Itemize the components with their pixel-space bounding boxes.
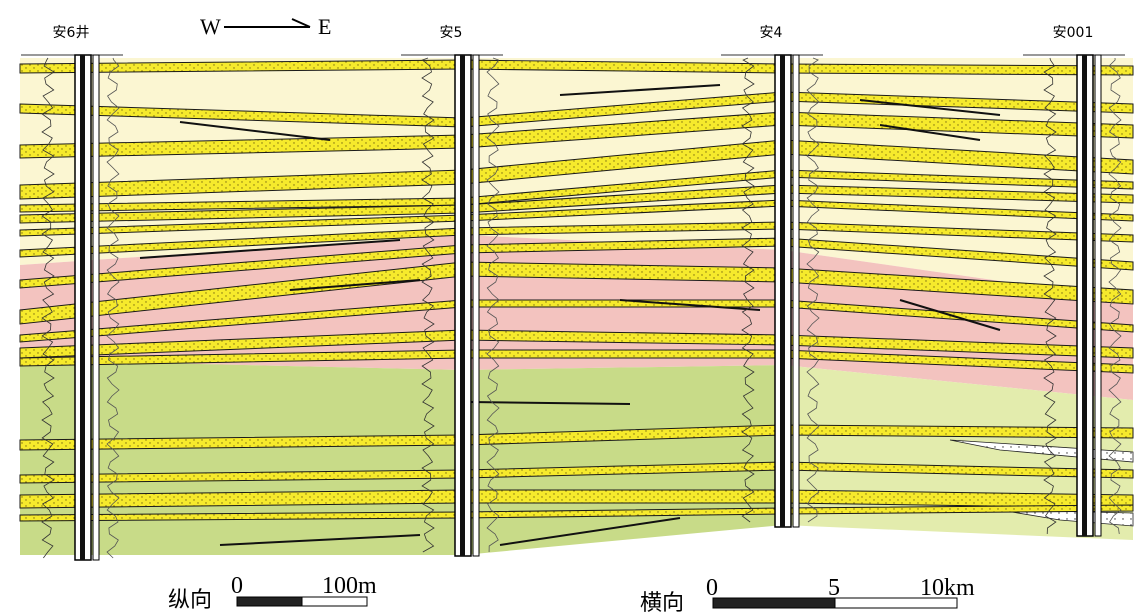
scale-tick: 100m: [322, 573, 377, 599]
well-name: 安001: [1053, 25, 1094, 41]
scale-tick: 10km: [920, 575, 975, 601]
well-column: [1095, 55, 1101, 536]
log-strip: [780, 55, 785, 527]
well-name: 安5: [440, 25, 463, 41]
well-name: 安6井: [53, 25, 90, 41]
well-column: [473, 55, 479, 556]
log-strip: [80, 55, 85, 560]
well-column: [793, 55, 799, 527]
scale-tick: 0: [706, 575, 718, 601]
well-name: 安4: [760, 25, 783, 41]
log-strip: [1082, 55, 1087, 536]
well-column: [93, 55, 99, 560]
scale-bar: [713, 598, 835, 608]
cross-section: 安6井 安5 安4 安001 W E 纵向 0 100m 横向 0 5 10km: [0, 0, 1141, 614]
west-label: W: [200, 14, 221, 39]
arrow-head: [292, 19, 310, 27]
log-strip: [460, 55, 465, 556]
green-layer: [20, 360, 783, 555]
scale-tick: 5: [828, 575, 840, 601]
scale-tick: 0: [231, 573, 243, 599]
scale-label: 横向: [640, 590, 684, 614]
scale-label: 纵向: [168, 587, 212, 612]
east-label: E: [318, 14, 331, 39]
scale-bar: [237, 597, 302, 606]
